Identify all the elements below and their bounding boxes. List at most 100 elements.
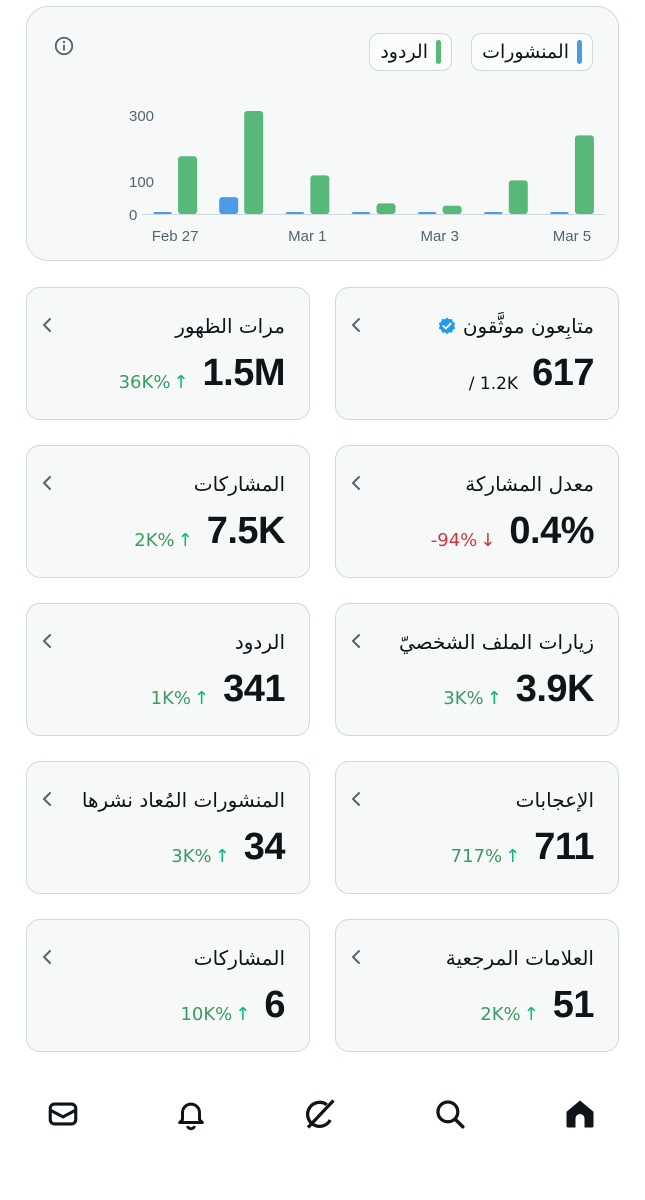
chevron-left-icon xyxy=(352,318,360,332)
stat-delta-value: 10K% xyxy=(180,1004,233,1025)
bar-posts-1[interactable] xyxy=(219,197,239,214)
stat-delta: 2K% ↑ xyxy=(134,530,192,551)
stat-title: زيارات الملف الشخصيّ xyxy=(399,630,594,654)
stat-title: مرات الظهور xyxy=(175,314,285,338)
stat-title-text: الإعجابات xyxy=(515,788,594,812)
bar-replies-2[interactable] xyxy=(310,175,330,214)
verified-badge-icon xyxy=(438,317,456,335)
stat-card-replies[interactable]: الردود 341 1K% ↑ xyxy=(26,603,310,736)
stat-card-profile-visits[interactable]: زيارات الملف الشخصيّ 3.9K 3K% ↑ xyxy=(335,603,619,736)
x-tick-label: Mar 5 xyxy=(553,228,591,245)
stat-card-bookmarks[interactable]: العلامات المرجعية 51 2K% ↑ xyxy=(335,919,619,1052)
stat-sub-value: / 1.2K xyxy=(468,374,519,394)
arrow-up-icon: ↑ xyxy=(173,372,189,393)
grok-icon[interactable] xyxy=(300,1094,340,1134)
stat-title-text: المشاركات xyxy=(193,946,285,970)
bottom-nav xyxy=(0,1080,645,1150)
legend-replies-label: الردود xyxy=(380,41,428,63)
info-icon[interactable] xyxy=(53,35,75,57)
x-tick-label: Feb 27 xyxy=(152,228,199,245)
bar-posts-0[interactable] xyxy=(153,212,173,214)
bar-posts-5[interactable] xyxy=(483,212,503,214)
bar-posts-4[interactable] xyxy=(417,212,437,214)
bar-replies-4[interactable] xyxy=(442,205,462,214)
stat-title-text: متابِعون موثَّقون xyxy=(462,314,594,338)
chevron-left-icon xyxy=(43,318,51,332)
stat-title: الإعجابات xyxy=(516,788,594,812)
stat-card-impressions[interactable]: مرات الظهور 1.5M 36K% ↑ xyxy=(26,287,310,420)
search-icon[interactable] xyxy=(430,1094,470,1134)
stat-delta: 1K% ↑ xyxy=(151,688,209,709)
home-icon[interactable] xyxy=(560,1094,600,1134)
messages-icon[interactable] xyxy=(43,1094,83,1134)
stat-delta: 2K% ↑ xyxy=(480,1004,538,1025)
arrow-up-icon: ↑ xyxy=(177,530,193,551)
stat-title-text: المشاركات xyxy=(193,472,285,496)
legend-replies[interactable]: الردود xyxy=(369,33,452,71)
stat-delta: 717% ↑ xyxy=(451,846,521,867)
legend-posts-label: المنشورات xyxy=(482,41,569,63)
x-tick-label: Mar 3 xyxy=(420,228,458,245)
stat-title: المشاركات xyxy=(194,472,285,496)
stat-title-text: العلامات المرجعية xyxy=(445,946,594,970)
stat-delta-value: 2K% xyxy=(134,530,175,551)
arrow-up-icon: ↑ xyxy=(214,846,230,867)
stat-delta: 3K% ↑ xyxy=(171,846,229,867)
arrow-down-icon: ↓ xyxy=(480,530,496,551)
chevron-left-icon xyxy=(352,792,360,806)
stat-card-reposts[interactable]: المنشورات المُعاد نشرها 34 3K% ↑ xyxy=(26,761,310,894)
stat-card-engagement-rate[interactable]: معدل المشاركة 0.4% -94% ↓ xyxy=(335,445,619,578)
chevron-left-icon xyxy=(352,634,360,648)
stat-title-text: المنشورات المُعاد نشرها xyxy=(81,788,285,812)
stat-value: 1.5M xyxy=(202,352,286,394)
stat-title: متابِعون موثَّقون xyxy=(437,314,594,338)
stat-delta-value: 3K% xyxy=(171,846,212,867)
bar-replies-6[interactable] xyxy=(574,135,594,214)
stat-title-text: زيارات الملف الشخصيّ xyxy=(398,630,594,654)
stat-title: العلامات المرجعية xyxy=(446,946,594,970)
bar-replies-3[interactable] xyxy=(376,203,396,214)
arrow-up-icon: ↑ xyxy=(486,688,502,709)
y-tick-label: 0 xyxy=(129,207,137,224)
notifications-icon[interactable] xyxy=(171,1094,211,1134)
chevron-left-icon xyxy=(352,476,360,490)
stat-value: 34 xyxy=(243,826,286,868)
stat-value: 6 xyxy=(264,984,285,1026)
stat-title-text: مرات الظهور xyxy=(175,314,285,338)
stat-card-shares[interactable]: المشاركات 6 10K% ↑ xyxy=(26,919,310,1052)
stat-delta-value: 3K% xyxy=(443,688,484,709)
bar-replies-0[interactable] xyxy=(178,156,198,214)
chevron-left-icon xyxy=(43,792,51,806)
stat-title-text: معدل المشاركة xyxy=(465,472,594,496)
bar-posts-6[interactable] xyxy=(549,212,569,214)
bar-posts-3[interactable] xyxy=(351,212,371,214)
chevron-left-icon xyxy=(43,950,51,964)
stat-delta: -94% ↓ xyxy=(431,530,496,551)
stat-card-engagements[interactable]: المشاركات 7.5K 2K% ↑ xyxy=(26,445,310,578)
stat-delta-value: 717% xyxy=(450,846,503,867)
y-tick-label: 100 xyxy=(129,174,154,191)
legend-posts[interactable]: المنشورات xyxy=(471,33,593,71)
chevron-left-icon xyxy=(352,950,360,964)
stat-delta-value: 2K% xyxy=(480,1004,521,1025)
stat-value: 3.9K xyxy=(515,668,595,710)
arrow-up-icon: ↑ xyxy=(194,688,210,709)
stat-value: 617 xyxy=(532,352,594,394)
stat-value: 7.5K xyxy=(206,510,286,552)
legend-posts-swatch xyxy=(577,40,582,64)
x-tick-label: Mar 1 xyxy=(288,228,326,245)
stat-delta-value: 1K% xyxy=(150,688,191,709)
stat-title: معدل المشاركة xyxy=(465,472,594,496)
stat-value: 0.4% xyxy=(509,510,594,552)
arrow-up-icon: ↑ xyxy=(505,846,521,867)
bar-replies-1[interactable] xyxy=(244,111,264,214)
stat-delta: 10K% ↑ xyxy=(180,1004,250,1025)
stat-value: 51 xyxy=(552,984,595,1026)
stat-title: المنشورات المُعاد نشرها xyxy=(82,788,285,812)
bar-replies-5[interactable] xyxy=(508,180,528,214)
stat-title: الردود xyxy=(235,630,285,654)
stat-value: 341 xyxy=(223,668,285,710)
stat-card-likes[interactable]: الإعجابات 711 717% ↑ xyxy=(335,761,619,894)
bar-posts-2[interactable] xyxy=(285,212,305,214)
stat-card-verified-followers[interactable]: متابِعون موثَّقون 617 / 1.2K xyxy=(335,287,619,420)
